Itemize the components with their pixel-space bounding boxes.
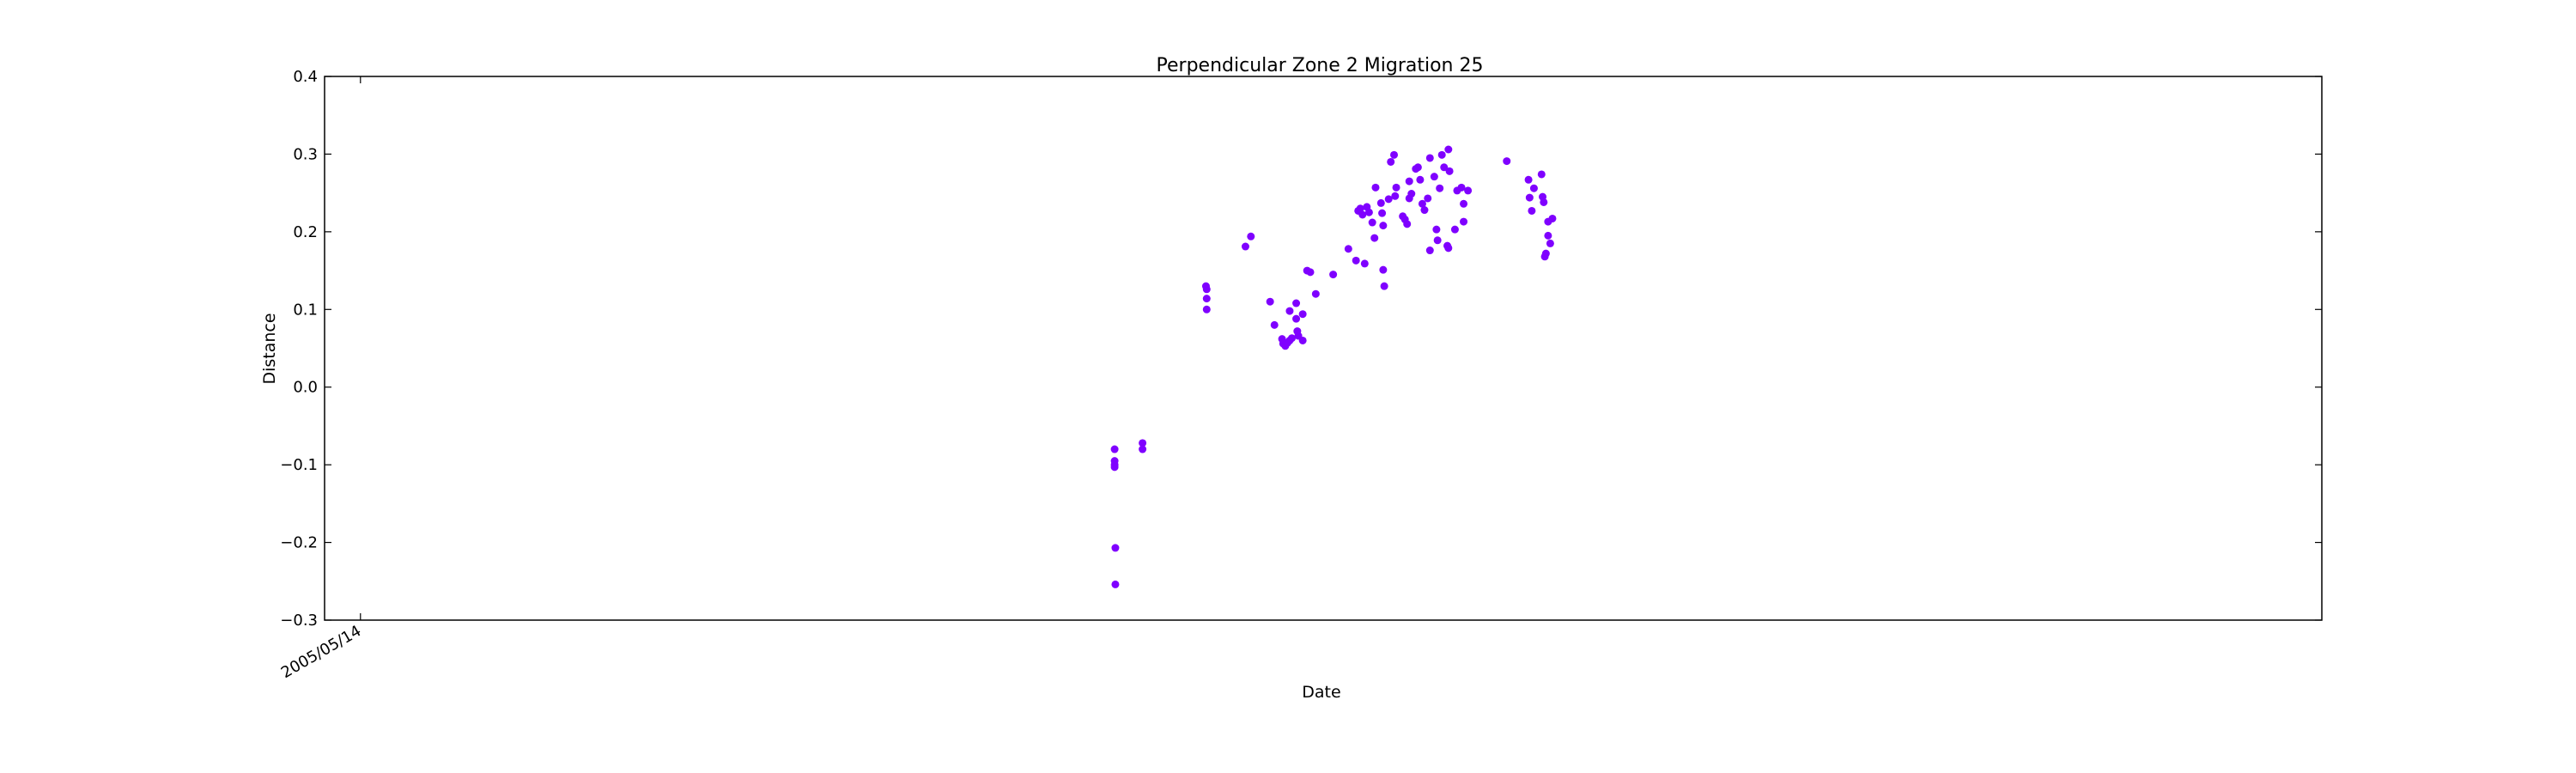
data-point	[1403, 220, 1412, 228]
data-point	[1110, 463, 1119, 472]
data-point	[1450, 225, 1459, 234]
data-point	[1464, 186, 1473, 195]
data-points-layer	[1110, 145, 1557, 588]
data-point	[1544, 231, 1552, 240]
data-point	[1110, 445, 1119, 453]
data-point	[1270, 320, 1279, 329]
y-tick-label: 0.0	[293, 379, 318, 397]
data-point	[1424, 194, 1432, 203]
data-point	[1430, 173, 1438, 181]
data-point	[1391, 192, 1400, 200]
data-point	[1525, 193, 1534, 202]
data-point	[1436, 184, 1444, 192]
data-point	[1503, 157, 1511, 166]
y-tick-label: −0.3	[280, 612, 318, 630]
data-point	[1528, 206, 1536, 215]
data-point	[1524, 175, 1533, 184]
data-point	[1440, 163, 1449, 172]
x-axis-label: Date	[1302, 683, 1340, 702]
data-point	[1266, 297, 1274, 306]
data-point	[1405, 177, 1413, 186]
data-point	[1379, 265, 1388, 274]
data-point	[1306, 268, 1315, 277]
data-point	[1537, 170, 1546, 179]
data-point	[1378, 209, 1387, 217]
data-point	[1387, 157, 1395, 166]
data-point	[1364, 208, 1373, 216]
data-point	[1241, 242, 1249, 251]
y-tick-label: 0.2	[293, 223, 318, 241]
data-point	[1432, 225, 1441, 234]
y-tick-label: 0.4	[293, 68, 318, 86]
data-point	[1202, 305, 1211, 313]
y-axis: 0.4 0.3 0.2 0.1 0.0 −0.1 −0.2 −0.3	[280, 68, 2322, 630]
data-point	[1445, 167, 1454, 175]
data-point	[1368, 218, 1376, 227]
y-axis-label: Distance	[260, 313, 279, 384]
data-point	[1111, 580, 1120, 588]
data-point	[1311, 289, 1320, 298]
data-point	[1546, 239, 1554, 247]
data-point	[1425, 247, 1434, 255]
data-point	[1298, 336, 1307, 344]
data-point	[1425, 154, 1434, 162]
data-point	[1460, 217, 1468, 226]
data-point	[1292, 299, 1301, 307]
data-point	[1111, 544, 1120, 552]
data-point	[1358, 210, 1367, 219]
data-point	[1416, 175, 1425, 184]
data-point	[1380, 282, 1388, 290]
data-point	[1541, 249, 1550, 258]
data-point	[1287, 334, 1296, 343]
data-point	[1413, 163, 1422, 172]
data-point	[1139, 439, 1147, 447]
data-point	[1418, 199, 1426, 208]
data-point	[1379, 222, 1388, 230]
data-point	[1329, 271, 1338, 279]
data-point	[1460, 199, 1468, 208]
y-tick-label: −0.1	[280, 456, 318, 474]
data-point	[1360, 259, 1369, 268]
data-point	[1392, 183, 1400, 192]
data-point	[1548, 214, 1557, 222]
data-point	[1420, 206, 1429, 215]
data-point	[1444, 244, 1453, 253]
data-point	[1407, 190, 1416, 198]
plot-frame	[324, 76, 2323, 621]
data-point	[1370, 234, 1379, 242]
data-point	[1139, 445, 1147, 453]
data-point	[1437, 150, 1446, 159]
data-point	[1390, 150, 1399, 159]
y-tick-label: 0.3	[293, 145, 318, 163]
data-point	[1529, 184, 1538, 192]
data-point	[1247, 232, 1255, 240]
data-point	[1371, 183, 1380, 192]
data-point	[1285, 307, 1294, 315]
chart-title: Perpendicular Zone 2 Migration 25	[1157, 55, 1484, 76]
data-point	[1540, 198, 1548, 206]
data-point	[1433, 236, 1442, 245]
y-tick-label: −0.2	[280, 534, 318, 552]
y-tick-label: 0.1	[293, 301, 318, 319]
data-point	[1202, 295, 1211, 303]
data-point	[1344, 245, 1352, 253]
data-point	[1202, 285, 1211, 294]
data-point	[1457, 183, 1466, 192]
data-point	[1292, 314, 1301, 323]
data-point	[1356, 204, 1364, 213]
data-point	[1352, 256, 1360, 265]
data-point	[1298, 310, 1307, 319]
data-point	[1444, 145, 1453, 154]
data-point	[1384, 195, 1393, 204]
data-point	[1376, 198, 1385, 207]
